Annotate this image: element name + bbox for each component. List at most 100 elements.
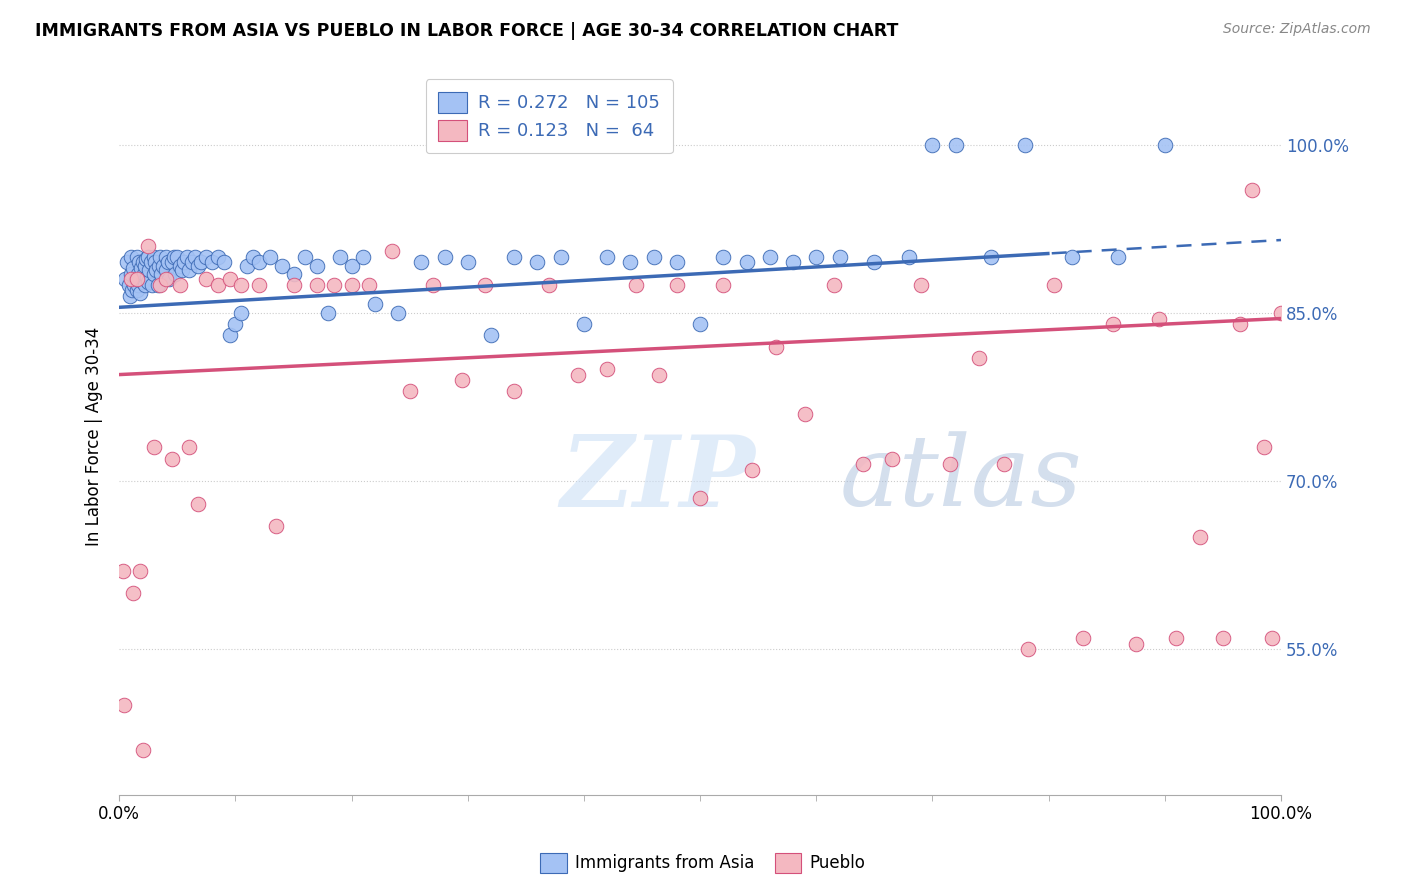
Point [980, 250, 1002, 264]
Point [129, 285, 152, 300]
Point [765, 340, 787, 354]
Point [136, 270, 159, 285]
Point [145, 263, 167, 277]
Point [129, 564, 152, 578]
Point [177, 263, 200, 277]
Point [141, 277, 163, 292]
Point [823, 277, 845, 292]
Point [143, 441, 166, 455]
Point [150, 267, 173, 281]
Point [111, 564, 134, 578]
Point [1017, 642, 1039, 657]
Point [828, 250, 851, 264]
Point [169, 259, 191, 273]
Point [152, 259, 174, 273]
Point [132, 267, 155, 281]
Point [169, 277, 191, 292]
Point [117, 255, 139, 269]
Point [136, 238, 159, 252]
Point [181, 255, 204, 269]
Point [993, 457, 1015, 471]
Point [135, 252, 157, 266]
Point [596, 250, 619, 264]
Point [619, 255, 641, 269]
Point [163, 250, 186, 264]
Text: ZIP: ZIP [561, 431, 755, 527]
Point [212, 255, 235, 269]
Point [387, 306, 409, 320]
Point [1107, 250, 1129, 264]
Point [195, 272, 218, 286]
Point [160, 451, 183, 466]
Point [136, 250, 159, 264]
Point [945, 137, 967, 152]
Point [218, 328, 240, 343]
Point [283, 267, 305, 281]
Point [1014, 137, 1036, 152]
Point [136, 275, 159, 289]
Point [1229, 317, 1251, 331]
Point [128, 255, 150, 269]
Point [526, 255, 548, 269]
Point [149, 250, 172, 264]
Point [1240, 183, 1263, 197]
Point [398, 384, 420, 399]
Point [643, 250, 665, 264]
Point [939, 457, 962, 471]
Point [177, 441, 200, 455]
Point [236, 259, 259, 273]
Point [433, 250, 456, 264]
Point [131, 255, 153, 269]
Point [967, 351, 990, 365]
Y-axis label: In Labor Force | Age 30-34: In Labor Force | Age 30-34 [86, 326, 103, 546]
Point [114, 272, 136, 286]
Point [122, 261, 145, 276]
Point [224, 317, 246, 331]
Point [411, 255, 433, 269]
Point [503, 250, 526, 264]
Point [735, 255, 758, 269]
Point [143, 267, 166, 281]
Text: Source: ZipAtlas.com: Source: ZipAtlas.com [1223, 22, 1371, 37]
Point [711, 277, 734, 292]
Point [852, 457, 875, 471]
Point [474, 277, 496, 292]
Point [157, 255, 180, 269]
Point [170, 263, 193, 277]
Point [173, 255, 195, 269]
Point [596, 362, 619, 376]
Point [305, 277, 328, 292]
Point [921, 137, 943, 152]
Point [479, 328, 502, 343]
Point [125, 272, 148, 286]
Point [207, 277, 229, 292]
Point [231, 277, 253, 292]
Point [157, 272, 180, 286]
Point [329, 250, 352, 264]
Point [207, 250, 229, 264]
Point [648, 368, 671, 382]
Point [148, 259, 170, 273]
Point [1125, 637, 1147, 651]
Point [131, 261, 153, 276]
Point [318, 306, 340, 320]
Point [689, 491, 711, 505]
Point [1270, 306, 1292, 320]
Point [122, 586, 145, 600]
Point [120, 250, 142, 264]
Point [259, 250, 281, 264]
Point [294, 250, 316, 264]
Point [457, 255, 479, 269]
Point [139, 255, 162, 269]
Point [134, 259, 156, 273]
Point [503, 384, 526, 399]
Point [381, 244, 404, 259]
Point [1060, 250, 1083, 264]
Point [689, 317, 711, 331]
Point [149, 277, 172, 292]
Point [131, 275, 153, 289]
Point [242, 250, 264, 264]
Text: atlas: atlas [839, 432, 1083, 527]
Point [1188, 530, 1211, 544]
Point [131, 743, 153, 757]
